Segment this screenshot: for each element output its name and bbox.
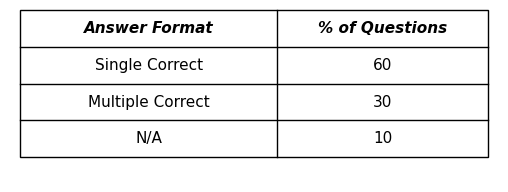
Text: 60: 60: [373, 58, 392, 73]
Text: 10: 10: [373, 132, 392, 146]
Text: Multiple Correct: Multiple Correct: [88, 94, 210, 109]
Text: Single Correct: Single Correct: [95, 58, 203, 73]
Text: Answer Format: Answer Format: [84, 21, 214, 36]
Bar: [20, 10, 488, 157]
Text: 30: 30: [373, 94, 392, 109]
Text: % of Questions: % of Questions: [318, 21, 447, 36]
Text: N/A: N/A: [136, 132, 162, 146]
